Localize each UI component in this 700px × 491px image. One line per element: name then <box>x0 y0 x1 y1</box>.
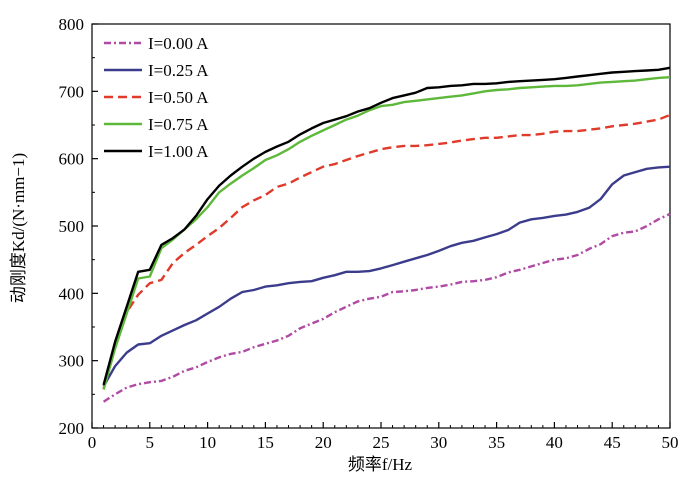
x-tick-label: 10 <box>199 433 216 452</box>
x-tick-label: 50 <box>662 433 679 452</box>
x-tick-label: 20 <box>315 433 332 452</box>
legend-label: I=1.00 A <box>148 142 209 161</box>
y-axis-title: 动刚度Kd/(N·mm−1) <box>9 153 28 303</box>
series-line <box>102 212 671 403</box>
x-tick-label: 45 <box>604 433 621 452</box>
series-line <box>102 66 671 386</box>
legend-label: I=0.50 A <box>148 88 209 107</box>
x-axis-title: 频率f/Hz <box>348 455 413 474</box>
x-tick-label: 15 <box>257 433 274 452</box>
axes: 0 5 10 15 20 25 30 35 40 45 50 200 300 400 500 600 700 80… <box>59 15 679 452</box>
series-line <box>102 113 671 390</box>
x-tick-label: 35 <box>488 433 505 452</box>
y-tick-label: 700 <box>59 82 85 101</box>
legend-label: I=0.00 A <box>148 34 209 53</box>
y-tick-label: 500 <box>59 217 85 236</box>
y-tick-label: 400 <box>59 284 85 303</box>
legend-label: I=0.25 A <box>148 61 209 80</box>
series-line <box>102 165 671 387</box>
series-line <box>102 76 671 390</box>
x-tick-label: 0 <box>88 433 97 452</box>
y-tick-label: 300 <box>59 352 85 371</box>
series-layer <box>102 66 671 403</box>
y-tick-label: 200 <box>59 419 85 438</box>
x-tick-label: 30 <box>430 433 447 452</box>
x-tick-label: 5 <box>146 433 155 452</box>
y-tick-label: 600 <box>59 150 85 169</box>
x-tick-label: 40 <box>546 433 563 452</box>
legend-label: I=0.75 A <box>148 115 209 134</box>
x-tick-label: 25 <box>373 433 390 452</box>
legend: I=0.00 A I=0.25 A I=0.50 A I=0.75 A I=1.00 A <box>104 34 209 161</box>
y-tick-label: 800 <box>59 15 85 34</box>
